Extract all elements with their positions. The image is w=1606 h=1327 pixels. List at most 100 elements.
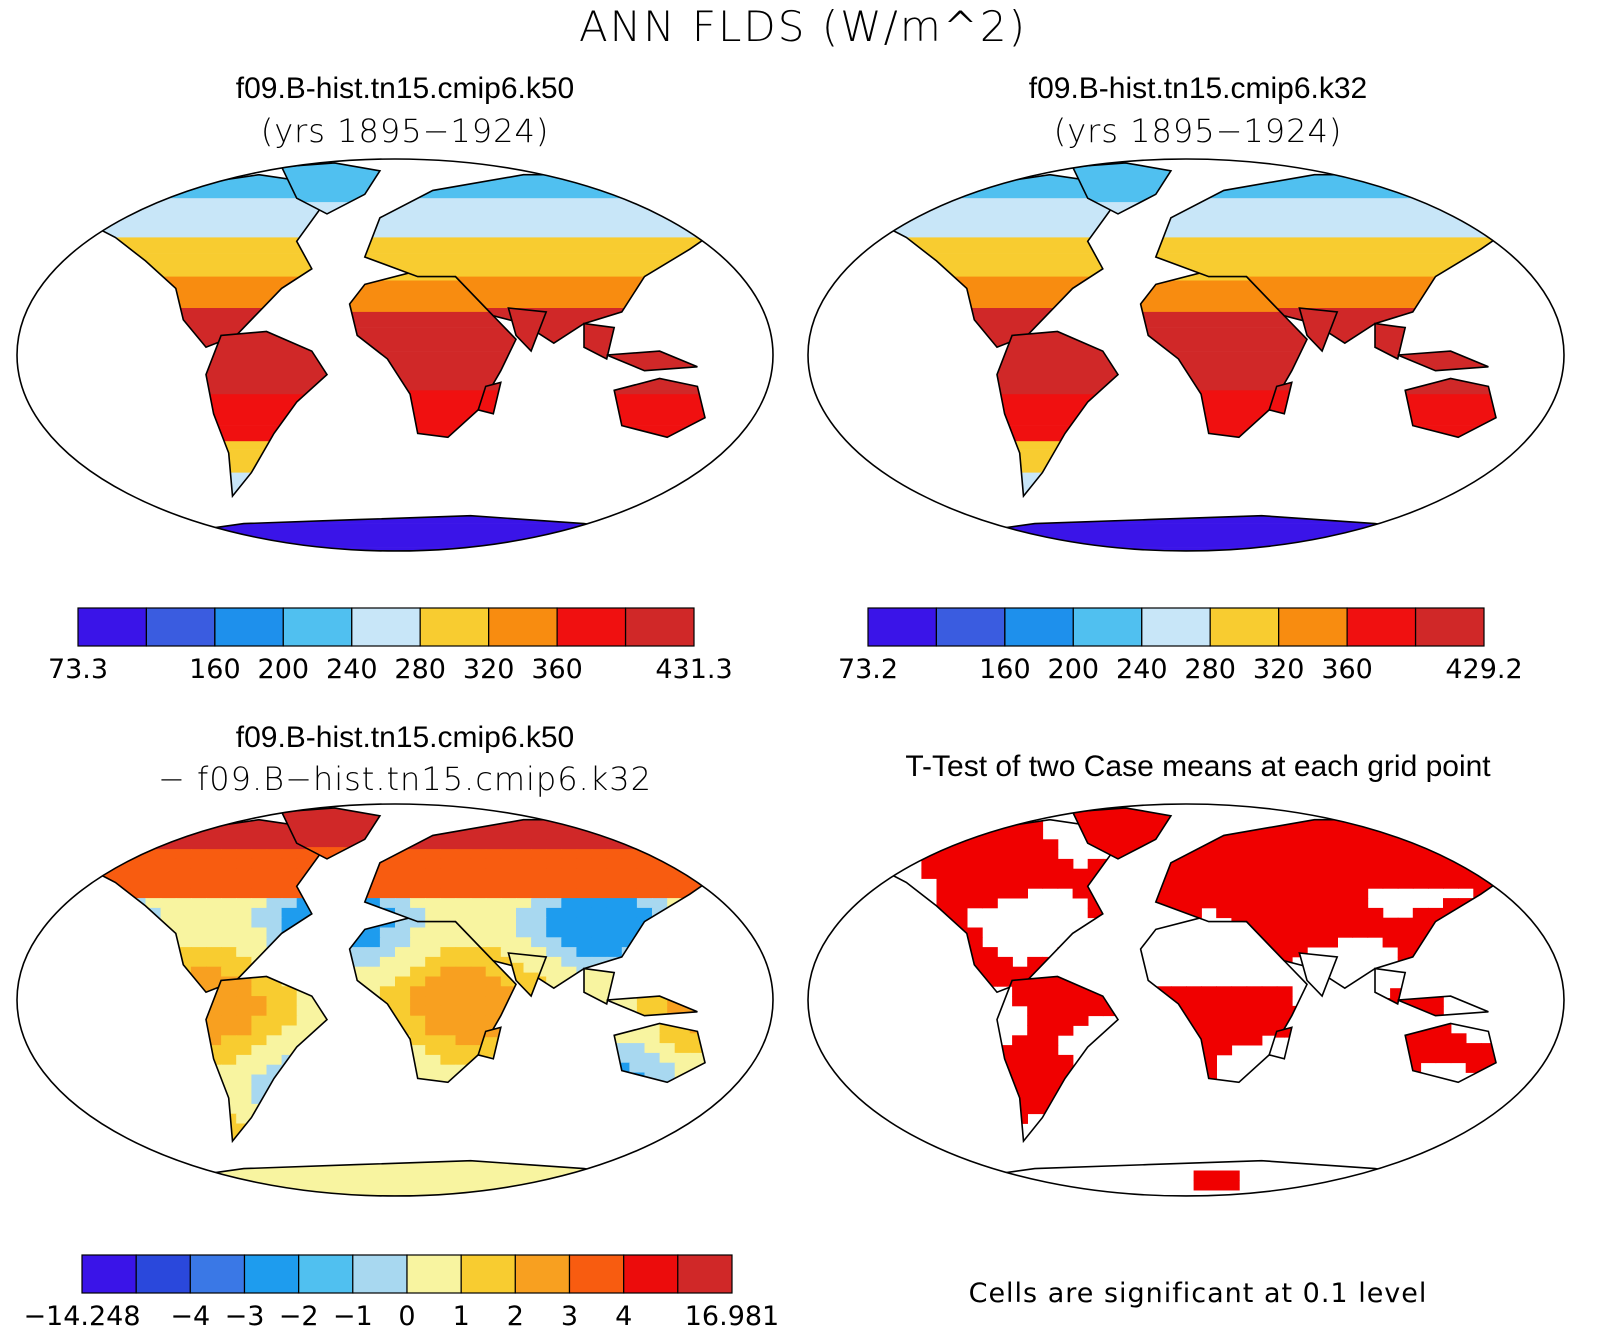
colorbar-tick-label: 320 xyxy=(463,654,515,685)
colorbar-swatch xyxy=(145,607,216,647)
colorbar-swatch xyxy=(1141,607,1211,647)
land-eurasia xyxy=(1155,174,1527,344)
colorbar-swatch xyxy=(419,607,490,647)
colorbar-swatch xyxy=(298,1254,354,1294)
colorbar-swatch xyxy=(77,607,148,647)
map-border xyxy=(807,158,1565,552)
colorbar-swatch xyxy=(81,1254,137,1294)
colorbar-swatch xyxy=(351,607,421,647)
land-indonesia xyxy=(606,351,698,371)
colorbar-swatch xyxy=(677,1254,733,1294)
panel2-title: f09.B-hist.tn15.cmip6.k32 xyxy=(1028,72,1368,105)
colorbar-swatch xyxy=(867,607,938,647)
colorbar-tick-label: 280 xyxy=(394,654,446,685)
colorbar-tick-label: 160 xyxy=(979,654,1031,685)
colorbar-swatch xyxy=(135,1254,191,1294)
land-india xyxy=(1299,953,1338,997)
colorbar-swatch xyxy=(189,1254,246,1294)
land-samerica xyxy=(206,976,327,1142)
colorbar-swatch xyxy=(282,607,353,647)
colorbar-swatch xyxy=(935,607,1006,647)
colorbar-tick-label: 2 xyxy=(507,1301,524,1327)
colorbar-tick-label: 1 xyxy=(453,1301,470,1327)
map-panel-1 xyxy=(16,158,774,552)
map-border xyxy=(16,803,774,1197)
colorbar-swatch xyxy=(1072,607,1143,647)
land-antarctica xyxy=(951,1160,1443,1196)
land-namerica xyxy=(860,174,1111,348)
land-namerica xyxy=(860,819,1111,993)
colorbar-swatch xyxy=(488,607,558,647)
land-australia xyxy=(614,378,705,438)
land-madagascar xyxy=(478,382,501,414)
colorbar-tick-label: 240 xyxy=(1116,654,1168,685)
colorbar-tick-label: 4 xyxy=(615,1301,632,1327)
land-madagascar xyxy=(1269,382,1292,414)
colorbar-swatch xyxy=(1209,607,1280,647)
colorbar-tick-label: −14.248 xyxy=(23,1301,140,1327)
colorbar-3: −14.248 −4 −3 −2 −1 0 1 2 3 4 16.981 xyxy=(23,1254,779,1327)
land-samerica xyxy=(997,976,1118,1142)
panel2-subtitle: (yrs 1895−1924) xyxy=(1053,112,1343,150)
colorbar-tick-label: 429.2 xyxy=(1445,654,1522,685)
colorbar-tick-label: −2 xyxy=(279,1301,319,1327)
land-namerica xyxy=(69,174,320,348)
colorbar-2: 73.2 160 200 240 280 320 360 429.2 xyxy=(838,607,1523,685)
land-australia xyxy=(1405,378,1496,438)
colorbar-tick-label: −1 xyxy=(333,1301,373,1327)
colorbar-tick-label: −4 xyxy=(170,1301,210,1327)
colorbar-tick-label: −3 xyxy=(225,1301,265,1327)
colorbar-swatch xyxy=(243,1254,300,1294)
panel1-subtitle: (yrs 1895−1924) xyxy=(260,112,550,150)
map-land xyxy=(68,807,737,1196)
map-land xyxy=(68,162,737,551)
colorbar-tick-label: 73.3 xyxy=(48,654,108,685)
colorbar-swatch xyxy=(556,607,627,647)
map-panel-4 xyxy=(807,803,1565,1197)
colorbar-1: 73.3 160 200 240 280 320 360 431.3 xyxy=(48,607,733,685)
land-antarctica xyxy=(160,515,652,551)
land-antarctica xyxy=(951,515,1443,551)
colorbar-swatch xyxy=(624,607,695,647)
figure-title: ANN FLDS (W/m^2) xyxy=(578,2,1028,51)
colorbar-tick-label: 360 xyxy=(1321,654,1373,685)
colorbar-swatch xyxy=(1414,607,1485,647)
land-eurasia xyxy=(364,174,736,344)
colorbar-tick-label: 0 xyxy=(398,1301,415,1327)
map-land xyxy=(859,162,1528,551)
colorbar-swatch xyxy=(214,607,284,647)
colorbar-swatch xyxy=(1346,607,1417,647)
land-australia xyxy=(1405,1023,1496,1083)
colorbar-tick-label: 360 xyxy=(531,654,583,685)
panel3-title: f09.B-hist.tn15.cmip6.k50 xyxy=(235,721,575,754)
land-antarctica xyxy=(160,1160,652,1196)
colorbar-swatch xyxy=(568,1254,625,1294)
colorbar-swatch xyxy=(460,1254,517,1294)
map-panel-2 xyxy=(807,158,1565,552)
land-samerica xyxy=(997,331,1118,497)
land-indonesia xyxy=(1397,351,1489,371)
colorbar-swatch xyxy=(1278,607,1348,647)
colorbar-swatch xyxy=(352,1254,408,1294)
map-border xyxy=(16,158,774,552)
colorbar-tick-label: 240 xyxy=(326,654,378,685)
map-border xyxy=(807,803,1565,1197)
colorbar-tick-label: 3 xyxy=(561,1301,578,1327)
colorbar-tick-label: 200 xyxy=(258,654,310,685)
map-panel-3 xyxy=(16,803,774,1197)
panel3-subtitle: − f09.B−hist.tn15.cmip6.k32 xyxy=(158,760,652,798)
colorbar-tick-label: 160 xyxy=(189,654,241,685)
land-australia xyxy=(614,1023,705,1083)
colorbar-tick-label: 16.981 xyxy=(685,1301,779,1327)
colorbar-swatch xyxy=(514,1254,571,1294)
colorbar-swatch xyxy=(406,1254,462,1294)
land-africa xyxy=(349,272,516,438)
land-samerica xyxy=(206,331,327,497)
colorbar-swatch xyxy=(1004,607,1074,647)
colorbar-tick-label: 73.2 xyxy=(838,654,898,685)
panel1-title: f09.B-hist.tn15.cmip6.k50 xyxy=(235,72,575,105)
panel4-title: T-Test of two Case means at each grid po… xyxy=(905,750,1491,783)
colorbar-tick-label: 200 xyxy=(1048,654,1100,685)
colorbar-tick-label: 431.3 xyxy=(655,654,732,685)
